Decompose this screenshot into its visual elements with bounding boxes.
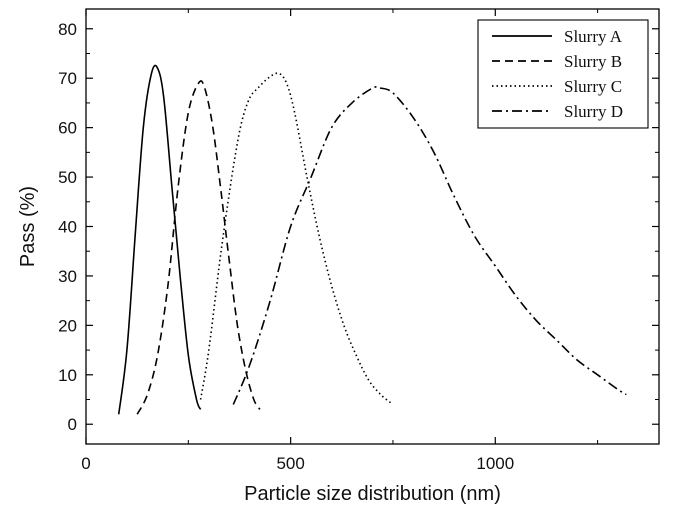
series-line-slurry-a <box>117 64 202 415</box>
legend-label: Slurry A <box>564 27 623 46</box>
y-tick-label: 20 <box>58 316 77 335</box>
y-tick-label: 40 <box>58 218 77 237</box>
y-tick-label: 70 <box>58 69 77 88</box>
y-tick-label: 10 <box>58 366 77 385</box>
x-tick-label: 0 <box>81 454 90 473</box>
legend-label: Slurry C <box>564 77 622 96</box>
series-line-slurry-b <box>136 80 261 415</box>
y-tick-label: 0 <box>68 415 77 434</box>
y-tick-label: 50 <box>58 168 77 187</box>
series-line-slurry-c <box>199 72 394 406</box>
x-tick-label: 1000 <box>476 454 514 473</box>
legend-label: Slurry B <box>564 52 622 71</box>
y-tick-label: 80 <box>58 20 77 39</box>
legend-box <box>477 19 649 129</box>
x-axis-label: Particle size distribution (nm) <box>244 483 501 505</box>
y-tick-label: 30 <box>58 267 77 286</box>
plot-area <box>117 64 627 415</box>
y-tick-label: 60 <box>58 119 77 138</box>
legend: Slurry A Slurry B Slurry C Slurry D <box>477 19 649 129</box>
series-line-slurry-d <box>232 85 627 405</box>
x-tick-label: 500 <box>276 454 304 473</box>
y-axis-label: Pass (%) <box>17 186 39 267</box>
legend-label: Slurry D <box>564 102 623 121</box>
axes: 0 500 1000 0 10 20 30 40 50 60 70 80 <box>58 8 660 473</box>
